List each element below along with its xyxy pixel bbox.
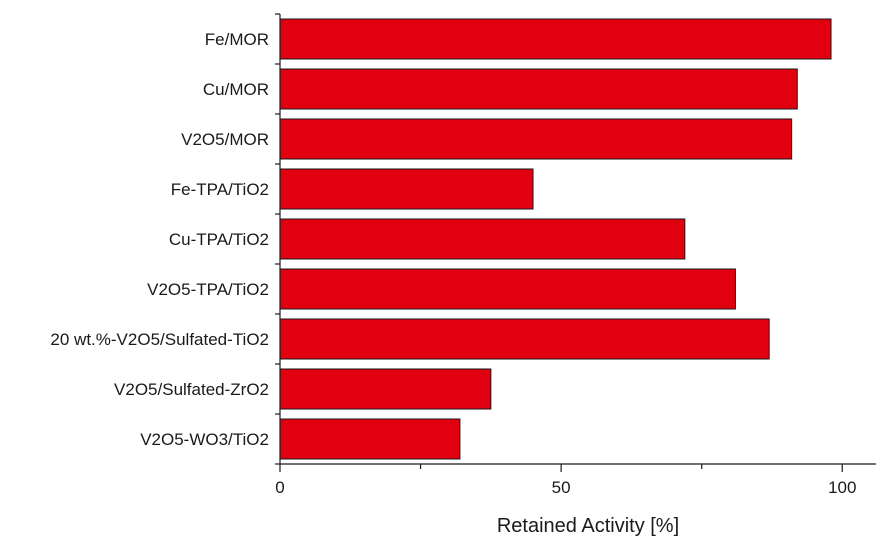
category-label-8: V2O5-WO3/TiO2 xyxy=(140,430,269,449)
category-label-6: 20 wt.%-V2O5/Sulfated-TiO2 xyxy=(50,330,269,349)
x-tick-label-0: 0 xyxy=(275,478,284,497)
bar-3 xyxy=(279,168,534,210)
bars-group xyxy=(279,18,832,460)
category-label-3: Fe-TPA/TiO2 xyxy=(171,180,269,199)
x-tick-label-2: 100 xyxy=(828,478,856,497)
category-label-1: Cu/MOR xyxy=(203,80,269,99)
bar-4 xyxy=(279,218,686,260)
category-label-0: Fe/MOR xyxy=(205,30,269,49)
bar-2 xyxy=(279,118,793,160)
category-label-7: V2O5/Sulfated-ZrO2 xyxy=(114,380,269,399)
bar-7 xyxy=(279,368,492,410)
category-labels: Fe/MOR Cu/MOR V2O5/MOR Fe-TPA/TiO2 Cu-TPA/Ti… xyxy=(50,30,269,449)
category-label-2: V2O5/MOR xyxy=(181,130,269,149)
x-tick-label-1: 50 xyxy=(552,478,571,497)
y-axis-ticks xyxy=(275,13,280,465)
x-axis-title: Retained Activity [%] xyxy=(497,515,679,537)
category-label-5: V2O5-TPA/TiO2 xyxy=(147,280,269,299)
category-label-4: Cu-TPA/TiO2 xyxy=(169,230,269,249)
bar-5 xyxy=(279,268,736,310)
bar-1 xyxy=(279,68,798,110)
x-axis-ticks: 0 50 100 xyxy=(275,464,856,497)
bar-6 xyxy=(279,318,770,360)
bar-0 xyxy=(279,18,832,60)
bar-8 xyxy=(279,418,461,460)
